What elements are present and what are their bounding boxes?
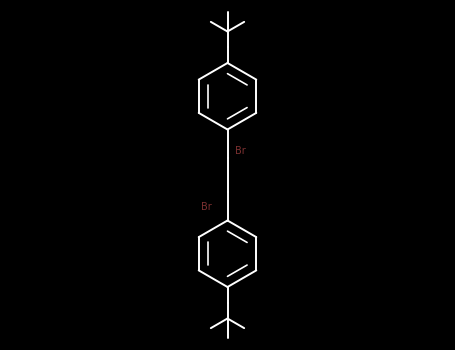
Text: Br: Br	[201, 202, 212, 212]
Text: Br: Br	[235, 146, 246, 156]
